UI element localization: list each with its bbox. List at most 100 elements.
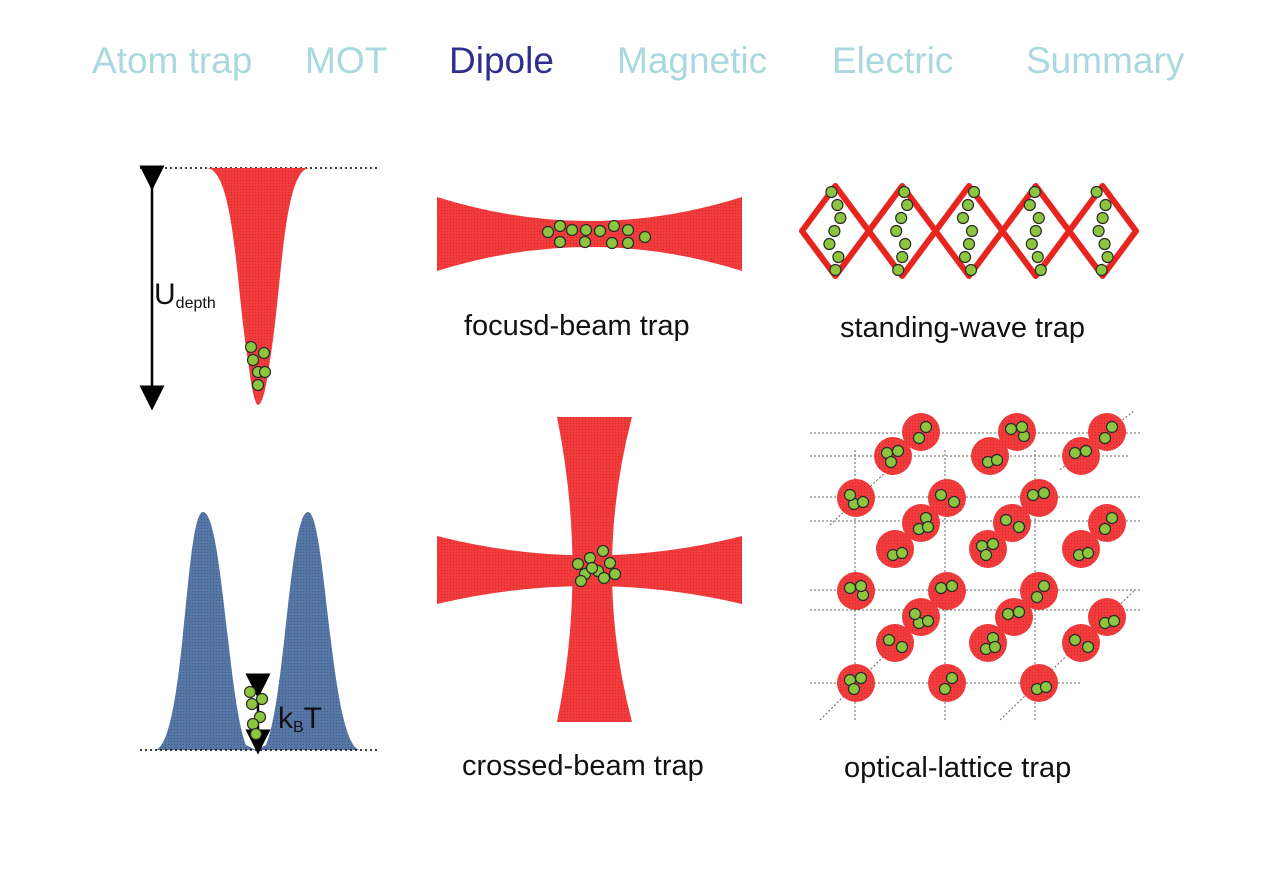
atom-cluster (244, 340, 272, 392)
nav-tab-magnetic[interactable]: Magnetic (617, 40, 768, 81)
lattice-site (969, 530, 1007, 568)
atom (1105, 420, 1119, 434)
atom (843, 581, 857, 595)
atom (895, 640, 909, 654)
atom (1096, 211, 1109, 225)
atom (843, 488, 857, 502)
atom (249, 727, 263, 741)
atom (934, 488, 948, 502)
atom (596, 544, 610, 558)
atom (257, 346, 271, 360)
atom (832, 250, 845, 264)
atom (896, 250, 909, 264)
atom (895, 546, 909, 560)
atom (1029, 224, 1042, 238)
atom-cluster (823, 185, 1114, 277)
atom (895, 211, 908, 225)
atom (967, 185, 981, 199)
atom (245, 697, 259, 711)
atom (1025, 237, 1038, 251)
atom (979, 548, 993, 562)
atom (1101, 250, 1114, 264)
nav-tab-electric[interactable]: Electric (832, 40, 954, 81)
lattice-site (928, 572, 966, 610)
atom (1004, 422, 1018, 436)
atom (890, 224, 903, 238)
lattice-site (1062, 530, 1100, 568)
lattice-site (1020, 479, 1058, 517)
atom (578, 235, 592, 249)
atom (255, 692, 269, 706)
lattice-site (969, 624, 1007, 662)
atom (597, 571, 611, 585)
lattice-site (837, 572, 875, 610)
atom (947, 495, 961, 509)
atom (1079, 444, 1093, 458)
atom (1068, 446, 1082, 460)
atom (912, 431, 926, 445)
atom (1015, 420, 1029, 434)
atom (571, 557, 585, 571)
atom (908, 607, 922, 621)
atom (898, 185, 911, 199)
atom (856, 495, 870, 509)
atom (246, 717, 260, 731)
atom (1032, 211, 1045, 225)
atom (1099, 198, 1112, 212)
kbt-symbol: kBT (278, 702, 322, 736)
atom (1012, 520, 1026, 534)
potential-well (206, 168, 310, 405)
lattice-line (829, 429, 931, 526)
top-navigation: Atom trap MOT Dipole Magnetic Electric S… (0, 40, 1281, 90)
trap-depth-diagram (139, 165, 378, 411)
atom (899, 237, 912, 251)
atom (1105, 511, 1119, 525)
atom (258, 365, 272, 379)
lattice-sites (837, 413, 1126, 702)
lattice-site (998, 413, 1036, 451)
standing-wave-envelope (799, 183, 1139, 279)
atom (829, 263, 842, 277)
atom (638, 230, 652, 244)
atom (574, 574, 588, 588)
nav-tab-atom-trap[interactable]: Atom trap (92, 40, 253, 81)
nav-tab-summary[interactable]: Summary (1026, 40, 1185, 81)
atom (938, 682, 952, 696)
nav-tab-dipole[interactable]: Dipole (449, 40, 554, 81)
atom (541, 225, 555, 239)
atom (825, 185, 838, 199)
atom (243, 685, 257, 699)
atom-cluster (243, 685, 269, 741)
atom (1026, 488, 1040, 502)
lattice-site (1020, 664, 1058, 702)
atom (1098, 237, 1111, 251)
optical-lattice-trap-label: optical-lattice trap (844, 752, 1072, 784)
atom (892, 263, 905, 277)
atom (988, 640, 1002, 654)
atom (553, 219, 567, 233)
atom (1034, 263, 1047, 277)
atom (834, 211, 847, 225)
atom (605, 236, 619, 250)
atom (831, 198, 844, 212)
atom (958, 250, 972, 264)
atom (1068, 633, 1082, 647)
atom (986, 537, 1000, 551)
atom-cluster (541, 219, 652, 250)
atom-cluster (571, 544, 622, 588)
atom (1081, 546, 1095, 560)
atom (1090, 185, 1103, 199)
lattice-site (1020, 572, 1058, 610)
atom (603, 556, 617, 570)
atom (945, 579, 959, 593)
lattice-site (995, 598, 1033, 636)
atom (1001, 607, 1015, 621)
atom (884, 455, 898, 469)
atom (1023, 198, 1036, 212)
atom (945, 671, 959, 685)
atom (1092, 224, 1105, 238)
atom (1037, 486, 1051, 500)
double-well-potential (155, 512, 360, 750)
nav-tab-mot[interactable]: MOT (305, 40, 388, 81)
lattice-site (1088, 504, 1126, 542)
